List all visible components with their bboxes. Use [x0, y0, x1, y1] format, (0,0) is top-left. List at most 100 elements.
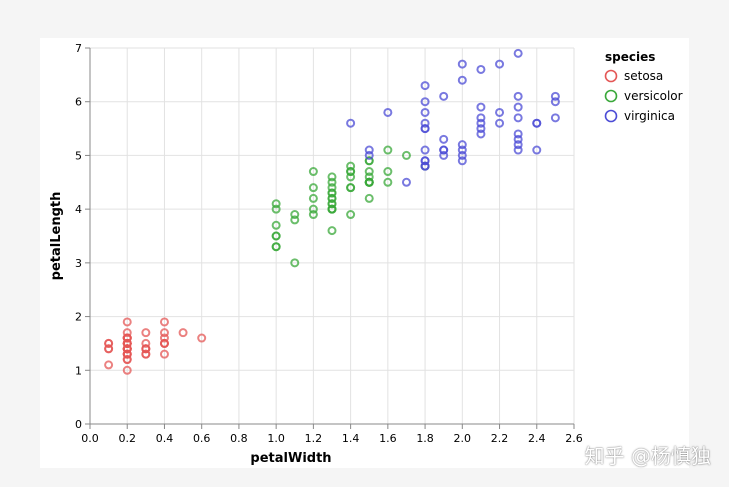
data-point-versicolor [308, 193, 318, 203]
data-point-virginica [420, 161, 430, 171]
y-tick-label: 7 [75, 42, 82, 55]
data-point-virginica [420, 97, 430, 107]
x-tick-label: 2.2 [491, 432, 509, 445]
data-point-virginica [364, 145, 374, 155]
data-point-virginica [420, 124, 430, 134]
y-tick-label: 6 [75, 96, 82, 109]
data-point-setosa [159, 333, 169, 343]
chart-panel: 0.0 0.2 0.4 0.6 0.8 1.0 1.2 1.4 1.6 1.8 2.0 2.2 2.4 2… [40, 38, 689, 468]
data-point-virginica [532, 118, 542, 128]
data-point-versicolor [308, 204, 318, 214]
data-point-virginica [476, 129, 486, 139]
data-point-versicolor [290, 215, 300, 225]
x-tick-label: 0.0 [81, 432, 99, 445]
data-point-versicolor [383, 145, 393, 155]
data-point-virginica [457, 156, 467, 166]
data-point-virginica [439, 150, 449, 160]
data-point-setosa [141, 338, 151, 348]
data-point-versicolor [383, 177, 393, 187]
y-tick-label: 1 [75, 364, 82, 377]
data-point-setosa [122, 317, 132, 327]
y-axis-label: petalLength [49, 192, 64, 281]
data-point-versicolor [364, 177, 374, 187]
y-tick-label: 4 [75, 203, 82, 216]
data-point-versicolor [271, 199, 281, 209]
scatter-chart: 0.0 0.2 0.4 0.6 0.8 1.0 1.2 1.4 1.6 1.8 2.0 2.2 2.4 2… [49, 42, 683, 466]
data-point-virginica [513, 134, 523, 144]
data-point-versicolor [271, 231, 281, 241]
data-point-virginica [550, 97, 560, 107]
data-point-virginica [495, 107, 505, 117]
legend-items: setosa versicolor virginica [604, 69, 683, 123]
data-point-versicolor [271, 220, 281, 230]
data-point-versicolor [327, 177, 337, 187]
data-point-versicolor [346, 161, 356, 171]
data-point-virginica [550, 91, 560, 101]
data-point-setosa [159, 338, 169, 348]
data-point-virginica [439, 145, 449, 155]
data-point-virginica [532, 145, 542, 155]
legend-title: species [605, 50, 655, 64]
data-point-versicolor [327, 204, 337, 214]
x-tick-label: 1.6 [379, 432, 397, 445]
data-point-versicolor [383, 167, 393, 177]
legend-label-virginica: virginica [624, 109, 675, 123]
data-point-virginica [383, 107, 393, 117]
data-point-virginica [476, 113, 486, 123]
data-point-virginica [439, 134, 449, 144]
data-point-setosa [122, 365, 132, 375]
data-point-setosa [141, 344, 151, 354]
data-point-setosa [122, 344, 132, 354]
y-tick-label: 3 [75, 257, 82, 270]
data-point-setosa [104, 360, 114, 370]
data-point-virginica [346, 118, 356, 128]
data-point-virginica [513, 140, 523, 150]
data-point-virginica [513, 113, 523, 123]
y-tick-label: 5 [75, 149, 82, 162]
data-point-versicolor [290, 258, 300, 268]
data-point-virginica [495, 118, 505, 128]
data-point-virginica [457, 140, 467, 150]
data-point-versicolor [327, 183, 337, 193]
data-point-setosa [159, 328, 169, 338]
data-point-setosa [159, 317, 169, 327]
x-tick-label: 0.4 [156, 432, 174, 445]
data-point-setosa [159, 349, 169, 359]
data-point-virginica [513, 102, 523, 112]
data-point-setosa [178, 328, 188, 338]
data-point-setosa [122, 328, 132, 338]
data-point-versicolor [308, 210, 318, 220]
data-point-virginica [513, 91, 523, 101]
data-point-virginica [420, 81, 430, 91]
data-point-setosa [122, 355, 132, 365]
x-tick-label: 2.0 [454, 432, 472, 445]
data-point-virginica [476, 118, 486, 128]
x-tick-label: 0.8 [230, 432, 248, 445]
x-tick-label: 0.2 [118, 432, 136, 445]
axes: 0.0 0.2 0.4 0.6 0.8 1.0 1.2 1.4 1.6 1.8 2.0 2.2 2.4 2… [75, 42, 583, 445]
data-point-setosa [141, 328, 151, 338]
legend-symbol-versicolor [604, 89, 618, 103]
data-point-virginica [420, 118, 430, 128]
data-point-virginica [476, 102, 486, 112]
data-point-virginica [420, 107, 430, 117]
data-point-virginica [457, 59, 467, 69]
grid-lines [89, 47, 575, 425]
legend-symbol-virginica [604, 109, 618, 123]
data-point-virginica [420, 156, 430, 166]
data-point-versicolor [308, 167, 318, 177]
y-tick-label: 2 [75, 311, 82, 324]
data-point-virginica [550, 113, 560, 123]
x-tick-label: 2.4 [528, 432, 546, 445]
x-tick-label: 1.4 [342, 432, 360, 445]
x-tick-label: 1.8 [416, 432, 434, 445]
data-point-setosa [122, 333, 132, 343]
data-point-versicolor [290, 210, 300, 220]
data-point-versicolor [327, 226, 337, 236]
data-point-virginica [457, 145, 467, 155]
data-point-versicolor [327, 199, 337, 209]
data-point-versicolor [401, 150, 411, 160]
data-point-versicolor [271, 204, 281, 214]
legend-label-versicolor: versicolor [624, 89, 683, 103]
data-point-setosa [122, 338, 132, 348]
